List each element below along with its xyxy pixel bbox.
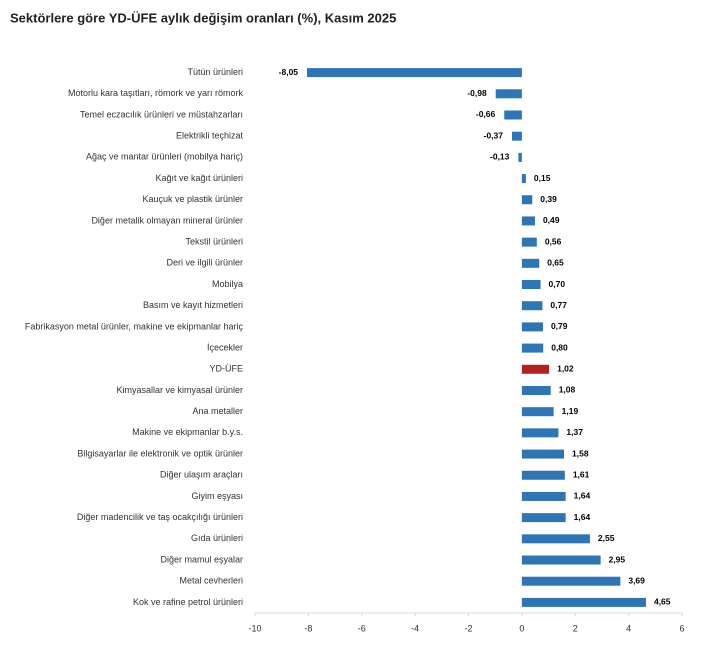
category-label: Basım ve kayıt hizmetleri: [143, 300, 243, 310]
category-label: Deri ve ilgili ürünler: [166, 258, 243, 268]
value-label: 0,77: [550, 300, 567, 310]
value-label: 1,64: [574, 491, 591, 501]
value-label: 1,64: [574, 512, 591, 522]
x-tick-label: 4: [626, 623, 631, 633]
value-label: -0,13: [490, 152, 510, 162]
value-label: -8,05: [279, 67, 299, 77]
value-label: 2,55: [598, 533, 615, 543]
category-label: Fabrikasyon metal ürünler, makine ve eki…: [25, 321, 244, 331]
chart-title: Sektörlere göre YD-ÜFE aylık değişim ora…: [10, 10, 396, 25]
value-label: 0,15: [534, 173, 551, 183]
value-label: -0,37: [484, 130, 504, 140]
category-label: Elektrikli teçhizat: [176, 131, 244, 141]
bar: [521, 513, 566, 523]
category-label: Kağıt ve kağıt ürünleri: [155, 173, 243, 183]
value-label: 4,65: [654, 597, 671, 607]
x-tick-label: -10: [248, 623, 261, 633]
category-label: Motorlu kara taşıtları, römork ve yarı r…: [68, 88, 244, 98]
category-label: Ana metaller: [192, 406, 243, 416]
value-label: 0,79: [551, 321, 568, 331]
bar: [512, 131, 522, 141]
category-label: Tekstil ürünleri: [185, 237, 243, 247]
value-label: 0,80: [551, 342, 568, 352]
bar: [521, 385, 551, 395]
category-label: İçecekler: [207, 342, 243, 352]
category-label: Kauçuk ve plastik ürünler: [142, 194, 243, 204]
category-label: Tütün ürünleri: [187, 67, 243, 77]
category-label: Diğer madencilik ve taş ocakçılığı ürünl…: [77, 512, 243, 522]
value-label: -0,98: [467, 88, 487, 98]
category-label: Makine ve ekipmanlar b.y.s.: [132, 427, 243, 437]
value-label: -0,66: [476, 109, 496, 119]
bar: [521, 258, 540, 268]
bar: [521, 555, 601, 565]
bar: [521, 237, 537, 247]
bar: [521, 576, 621, 586]
bar: [521, 597, 646, 607]
category-label: Ağaç ve mantar ürünleri (mobilya hariç): [86, 152, 243, 162]
category-label: Giyim eşyası: [191, 491, 243, 501]
value-label: 2,95: [609, 554, 626, 564]
bar: [521, 174, 526, 184]
category-label: YD-ÜFE: [210, 364, 244, 374]
bar: [521, 343, 544, 353]
category-label: Metal cevherleri: [179, 576, 243, 586]
bar: [521, 216, 535, 226]
bar: [521, 280, 541, 290]
bar: [518, 152, 522, 162]
category-label: Bilgisayarlar ile elektronik ve optik ür…: [77, 448, 243, 458]
x-tick-label: 2: [573, 623, 578, 633]
bar: [521, 449, 565, 459]
category-label: Kok ve rafine petrol ürünleri: [133, 597, 243, 607]
bar: [521, 428, 559, 438]
category-label: Temel eczacılık ürünleri ve müstahzarlar…: [80, 109, 243, 119]
bar: [521, 322, 543, 332]
value-label: 1,08: [559, 385, 576, 395]
bar: [521, 470, 565, 480]
category-label: Kimyasallar ve kimyasal ürünler: [116, 385, 243, 395]
bar: [521, 301, 543, 311]
bar: [521, 364, 550, 374]
value-label: 0,56: [545, 236, 562, 246]
x-tick-label: -6: [358, 623, 366, 633]
value-label: 1,19: [562, 406, 579, 416]
category-label: Mobilya: [212, 279, 243, 289]
value-label: 0,70: [549, 279, 566, 289]
bar: [307, 68, 522, 78]
x-tick-label: 6: [679, 623, 684, 633]
x-tick-label: -2: [464, 623, 472, 633]
bar: [521, 491, 566, 501]
value-label: 0,65: [547, 258, 564, 268]
value-label: 0,39: [540, 194, 557, 204]
value-label: 1,58: [572, 448, 589, 458]
x-tick-label: -4: [411, 623, 419, 633]
x-tick-label: 0: [519, 623, 524, 633]
bar: [495, 89, 522, 99]
value-label: 1,02: [557, 364, 574, 374]
value-label: 3,69: [628, 575, 645, 585]
bar: [521, 534, 590, 544]
category-label: Diğer ulaşım araçları: [160, 470, 243, 480]
value-label: 1,61: [573, 470, 590, 480]
value-label: 1,37: [566, 427, 583, 437]
category-label: Diğer mamul eşyalar: [160, 554, 243, 564]
value-label: 0,49: [543, 215, 560, 225]
bar: [504, 110, 522, 120]
category-label: Diğer metalik olmayan mineral ürünler: [91, 215, 243, 225]
bar: [521, 195, 533, 205]
bar: [521, 407, 554, 417]
category-label: Gıda ürünleri: [191, 533, 243, 543]
x-tick-label: -8: [304, 623, 312, 633]
